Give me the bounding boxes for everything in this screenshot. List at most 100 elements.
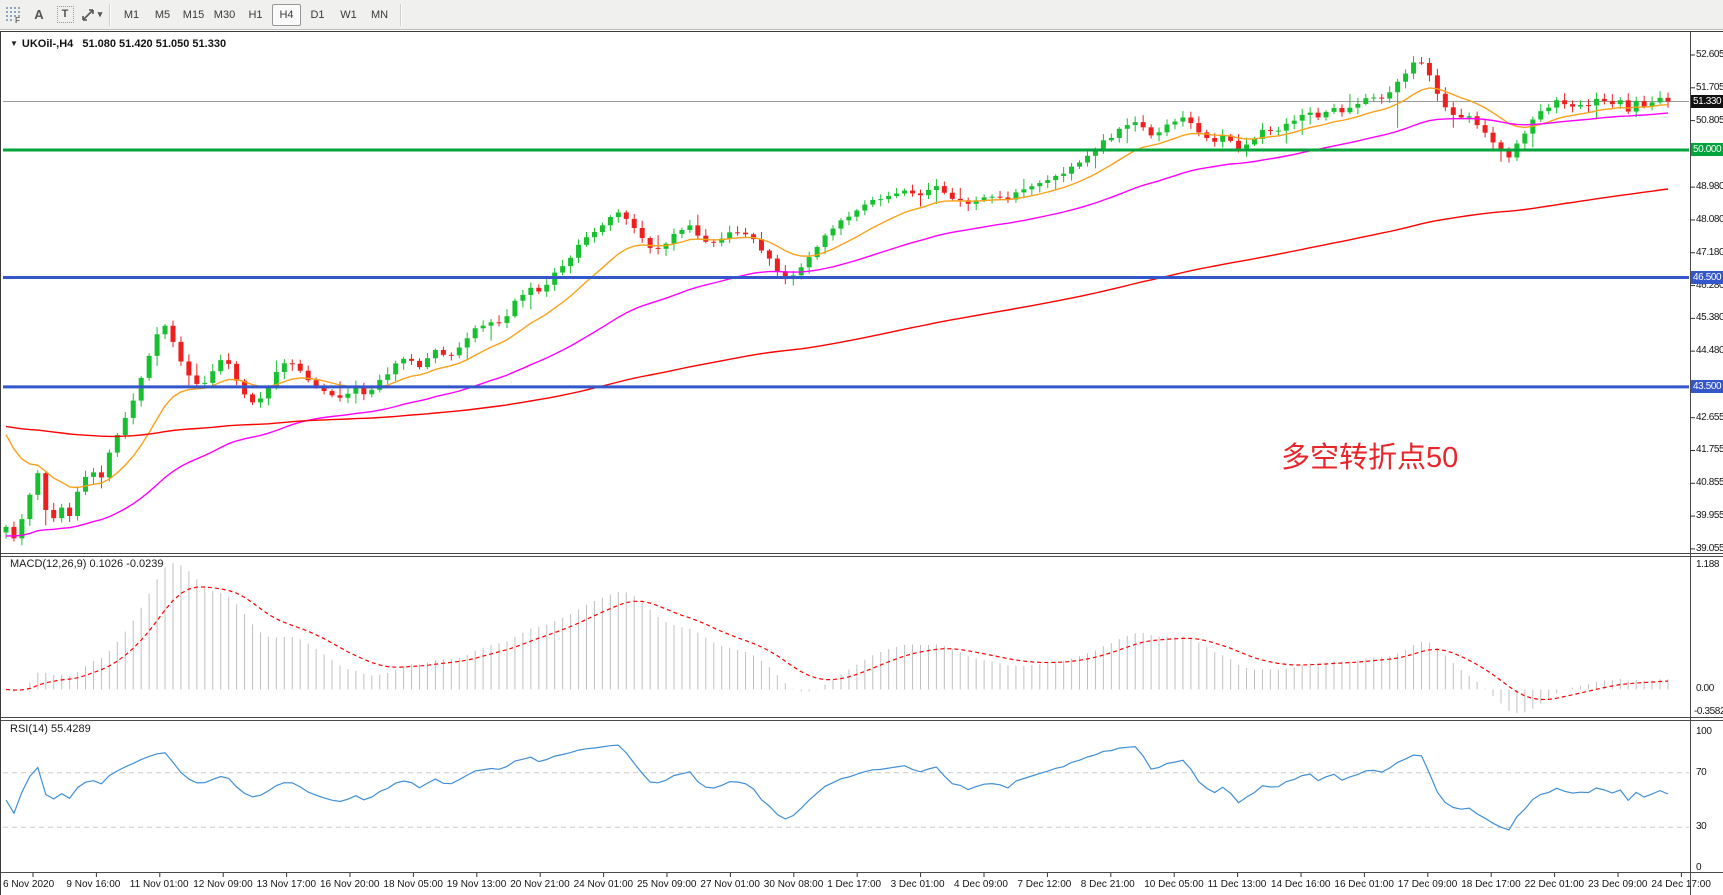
candle-bearish (1506, 150, 1512, 158)
time-axis-label: 22 Dec 01:00 (1524, 879, 1585, 890)
price-axis-label[interactable]: 42.655 (1696, 411, 1723, 423)
candle-bearish (186, 361, 192, 376)
candle-bearish (1498, 142, 1504, 151)
time-axis-label: 18 Dec 17:00 (1461, 879, 1521, 890)
rsi-indicator-label: RSI(14) 55.4289 (10, 723, 91, 735)
candle-bullish (870, 199, 876, 205)
candle-bearish (1148, 127, 1154, 136)
price-axis-label[interactable]: 52.605 (1696, 49, 1723, 60)
candle-bullish (1172, 121, 1178, 125)
candle-bullish (1466, 116, 1472, 118)
hline-50-badge[interactable]: 50.000 (1691, 143, 1723, 157)
candle-bullish (1259, 129, 1265, 139)
grid-dots-icon[interactable]: F (1, 4, 25, 26)
rsi-axis-label[interactable]: 100 (1696, 726, 1712, 737)
rsi-axis-label[interactable]: 30 (1696, 821, 1707, 833)
candle-bearish (1236, 140, 1242, 151)
candle-bearish (910, 190, 916, 194)
candle-bearish (1379, 97, 1385, 99)
candle-bullish (369, 389, 375, 395)
candle-bullish (401, 358, 407, 364)
hline-46-badge[interactable]: 46.500 (1691, 271, 1723, 285)
candle-bullish (1244, 144, 1250, 151)
hline-43-badge[interactable]: 43.500 (1691, 380, 1723, 394)
dropdown-caret-icon[interactable]: ▾ (97, 9, 103, 19)
candle-bullish (591, 232, 597, 238)
candle-bullish (1251, 138, 1257, 145)
candle-bullish (607, 217, 613, 226)
candle-bullish (1323, 111, 1329, 118)
candle-bullish (679, 229, 685, 234)
candle-bullish (162, 325, 168, 335)
candle-bearish (1005, 197, 1011, 200)
price-axis-label[interactable]: 40.855 (1696, 477, 1723, 489)
candle-bearish (170, 325, 176, 342)
price-axis-label[interactable]: 45.380 (1696, 312, 1723, 324)
macd-axis-label-min[interactable]: -0.3582 (1694, 706, 1723, 717)
candle-bullish (488, 322, 494, 326)
candle-bullish (75, 491, 81, 516)
rsi-axis-label[interactable]: 70 (1696, 766, 1707, 778)
timeframe-button-h4[interactable]: H4 (272, 3, 301, 26)
text-label-glyph: T (56, 6, 74, 23)
candle-bullish (1546, 107, 1552, 112)
candle-bearish (1562, 100, 1568, 105)
price-axis-label[interactable]: 46.280 (1696, 279, 1723, 291)
candle-bullish (1363, 98, 1369, 104)
candle-bullish (576, 244, 582, 258)
timeframe-button-m5[interactable]: M5 (154, 8, 171, 21)
candle-bearish (997, 196, 1003, 198)
chart-annotation-text[interactable]: 多空转折点50 (1281, 442, 1459, 474)
candle-bullish (210, 371, 216, 383)
current-price-badge[interactable]: 51.330 (1691, 94, 1723, 108)
price-axis-label[interactable]: 41.755 (1696, 444, 1723, 456)
candle-bullish (520, 294, 526, 301)
timeframe-button-m15[interactable]: M15 (182, 8, 205, 21)
candle-bullish (83, 476, 89, 492)
candle-bearish (743, 232, 749, 235)
time-axis-label: 14 Dec 16:00 (1271, 879, 1331, 890)
text-label-tool-icon[interactable]: T (53, 4, 77, 26)
macd-axis-label-max[interactable]: 1.188 (1696, 559, 1720, 570)
price-axis-label[interactable]: 51.705 (1696, 81, 1723, 93)
candle-bearish (43, 473, 49, 510)
price-axis-label[interactable]: 48.980 (1696, 181, 1723, 193)
candle-bullish (854, 210, 860, 217)
macd-axis-label-zero[interactable]: 0.00 (1696, 683, 1714, 695)
timeframe-button-mn[interactable]: MN (370, 8, 389, 21)
price-axis-label[interactable]: 50.805 (1696, 114, 1723, 126)
chevron-down-icon[interactable]: ▼ (10, 39, 18, 48)
chart-window[interactable]: ▼ UKOil-,H4 51.080 51.420 51.050 51.330 M… (0, 31, 1723, 895)
price-axis-label[interactable]: 47.180 (1696, 246, 1723, 258)
candle-bearish (949, 192, 955, 199)
candle-bearish (917, 193, 923, 196)
candle-bullish (981, 197, 987, 201)
timeframe-button-m30[interactable]: M30 (213, 8, 236, 21)
time-axis-label: 1 Dec 17:00 (827, 879, 882, 890)
cursor-arrows-icon[interactable]: ▾ (79, 4, 103, 26)
price-axis-label[interactable]: 44.480 (1696, 345, 1723, 357)
candle-bearish (313, 380, 319, 386)
timeframe-button-w1[interactable]: W1 (340, 8, 357, 21)
timeframe-button-d1[interactable]: D1 (310, 8, 325, 21)
candle-bullish (806, 257, 812, 268)
timeframe-button-h1[interactable]: H1 (248, 8, 263, 21)
candle-bullish (822, 235, 828, 247)
candle-bullish (1283, 123, 1289, 131)
time-axis-label: 30 Nov 08:00 (763, 879, 824, 890)
candle-bullish (1156, 132, 1162, 136)
chart-plot-area[interactable] (1, 32, 1723, 895)
candle-bearish (631, 218, 637, 228)
price-axis-label[interactable]: 39.055 (1696, 542, 1723, 554)
font-tool-icon[interactable]: A (34, 7, 44, 22)
price-axis-label[interactable]: 48.080 (1696, 213, 1723, 225)
time-axis-label: 7 Dec 12:00 (1017, 879, 1072, 890)
candle-bullish (727, 232, 733, 239)
candle-bullish (19, 519, 25, 539)
time-axis-label: 27 Nov 01:00 (700, 879, 760, 890)
candle-bullish (973, 200, 979, 204)
rsi-axis-label[interactable]: 0 (1696, 862, 1702, 873)
timeframe-button-m1[interactable]: M1 (123, 8, 140, 21)
price-axis-label[interactable]: 39.955 (1696, 510, 1723, 522)
